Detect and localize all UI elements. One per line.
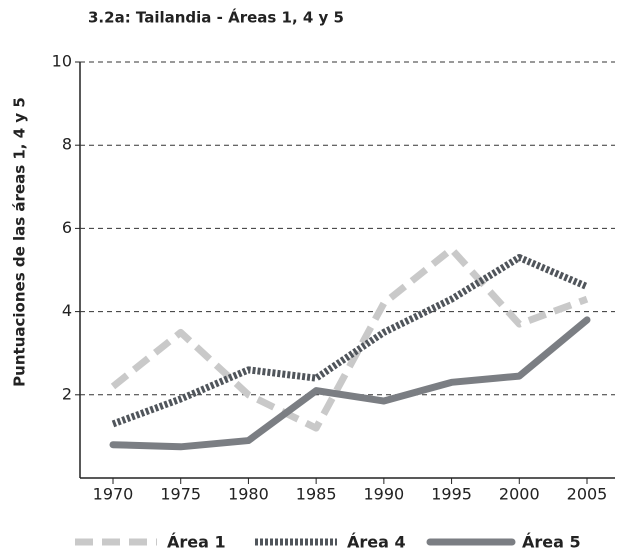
x-tick-label: 1985 xyxy=(296,485,337,504)
x-tick-label: 2000 xyxy=(499,485,540,504)
series-line xyxy=(110,245,589,432)
legend-label: Área 5 xyxy=(522,533,581,552)
x-tick-label: 1990 xyxy=(363,485,404,504)
legend-label: Área 4 xyxy=(347,533,406,552)
y-axis-label: Puntuaciones de las áreas 1, 4 y 5 xyxy=(11,97,29,387)
y-tick-label: 10 xyxy=(52,52,72,71)
chart-title: 3.2a: Tailandia - Áreas 1, 4 y 5 xyxy=(88,8,344,27)
x-tick-label: 1980 xyxy=(228,485,269,504)
series-line xyxy=(111,254,589,428)
x-tick-label: 1995 xyxy=(431,485,472,504)
y-tick-label: 6 xyxy=(62,218,72,237)
x-tick-label: 1970 xyxy=(93,485,134,504)
y-tick-label: 4 xyxy=(62,301,72,320)
series-line xyxy=(109,316,591,451)
y-tick-label: 2 xyxy=(62,384,72,403)
x-tick-label: 1975 xyxy=(160,485,201,504)
y-tick-label: 8 xyxy=(62,135,72,154)
legend-label: Área 1 xyxy=(167,533,226,552)
x-tick-label: 2005 xyxy=(567,485,608,504)
